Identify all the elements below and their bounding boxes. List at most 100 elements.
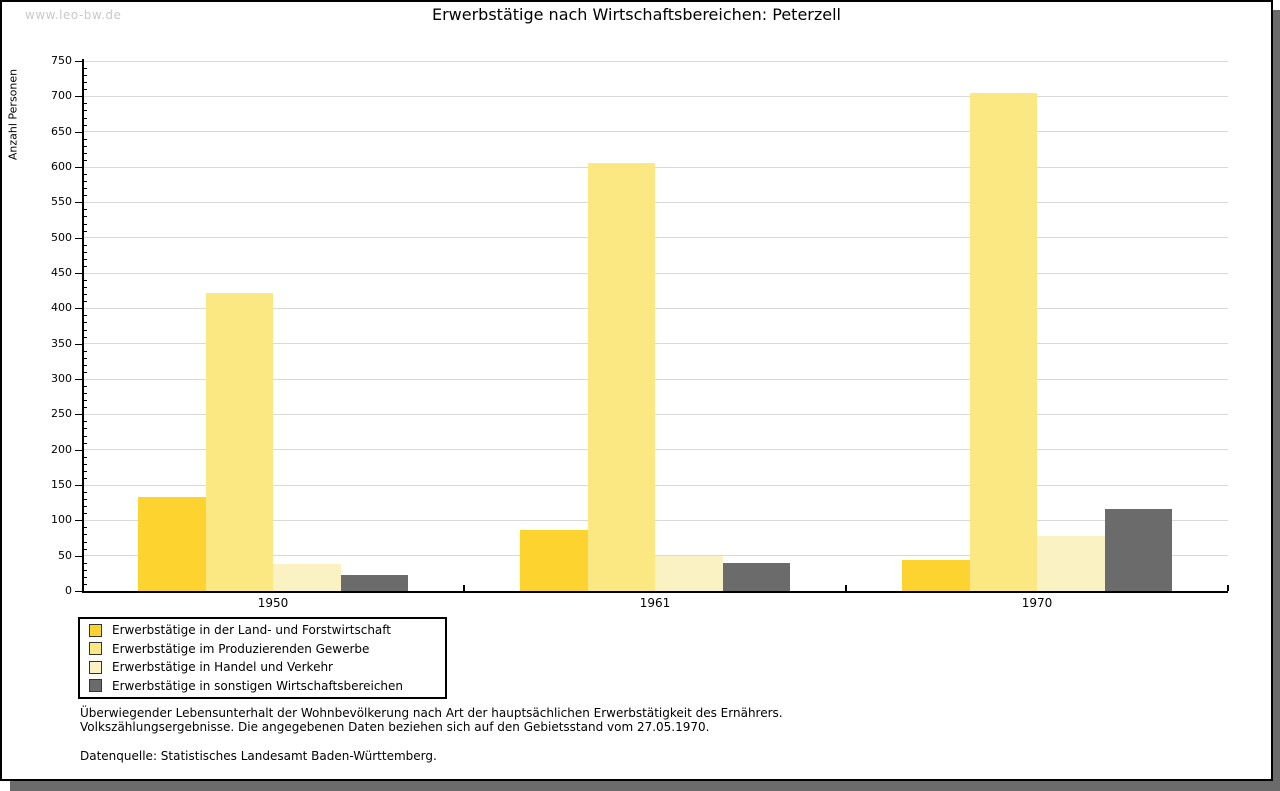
y-minor-tick (83, 159, 87, 161)
y-minor-tick (83, 103, 87, 105)
bar-1961-series-2 (587, 163, 656, 591)
y-major-tick (75, 379, 82, 380)
y-tick-label: 100 (51, 513, 72, 527)
y-minor-tick (83, 145, 87, 147)
y-major-tick (75, 520, 82, 522)
y-tick-label: 600 (51, 160, 72, 173)
legend-swatch (89, 660, 102, 674)
y-minor-tick (83, 386, 87, 388)
y-major-tick (75, 555, 82, 557)
watermark: www.leo-bw.de (25, 8, 122, 22)
legend: Erwerbstätige in der Land- und Forstwirt… (78, 617, 447, 699)
y-major-tick (75, 485, 82, 486)
y-minor-tick (83, 124, 87, 126)
y-minor-tick (83, 82, 87, 84)
page-drop-shadow-bottom (10, 781, 1273, 791)
y-minor-tick (83, 442, 87, 444)
bar-1961-series-3 (655, 555, 723, 591)
y-minor-tick (83, 513, 87, 515)
y-minor-tick (83, 265, 87, 267)
y-minor-tick (83, 371, 87, 373)
y-minor-tick (83, 181, 87, 183)
y-minor-tick (83, 400, 87, 402)
x-boundary-tick (463, 585, 465, 591)
x-boundary-tick (845, 585, 847, 591)
y-tick-label: 450 (51, 266, 72, 279)
y-tick-label: 400 (51, 301, 72, 315)
y-tick-label: 250 (51, 407, 72, 421)
y-axis-line (82, 59, 84, 592)
data-source-note: Datenquelle: Statistisches Landesamt Bad… (80, 749, 437, 763)
y-minor-tick (83, 209, 87, 211)
y-minor-tick (83, 583, 87, 585)
y-tick-label: 50 (58, 548, 72, 562)
y-minor-tick (83, 301, 87, 303)
y-minor-tick (83, 315, 87, 317)
y-minor-tick (83, 456, 87, 458)
y-minor-tick (83, 428, 87, 430)
bar-1970-series-2 (969, 92, 1038, 591)
y-major-tick (75, 273, 82, 274)
bar-1961-series-4 (722, 562, 791, 591)
y-tick-label: 750 (51, 54, 72, 67)
legend-label: Erwerbstätige im Produzierenden Gewerbe (112, 641, 370, 656)
y-minor-tick (83, 477, 87, 479)
footnote: Überwiegender Lebensunterhalt der Wohnbe… (80, 706, 783, 734)
y-tick-label: 0 (65, 584, 72, 597)
legend-item: Erwerbstätige in Handel und Verkehr (89, 658, 445, 677)
bar-1950-series-4 (340, 574, 409, 591)
gridline (82, 95, 1228, 97)
y-minor-tick (83, 329, 87, 331)
bar-1970-series-3 (1037, 535, 1105, 591)
y-minor-tick (83, 357, 87, 359)
y-minor-tick (83, 421, 87, 423)
y-minor-tick (83, 251, 87, 253)
bar-1961-series-1 (520, 529, 588, 591)
y-minor-tick (83, 216, 87, 218)
y-minor-tick (83, 195, 87, 197)
legend-label: Erwerbstätige in der Land- und Forstwirt… (112, 623, 391, 638)
y-tick-label: 350 (51, 336, 72, 350)
legend-item: Erwerbstätige in sonstigen Wirtschaftsbe… (89, 677, 445, 696)
y-minor-tick (83, 152, 87, 154)
x-tick-label: 1961 (639, 596, 671, 610)
y-tick-label: 650 (51, 124, 72, 138)
y-tick-label: 700 (51, 89, 72, 103)
y-minor-tick (83, 435, 87, 437)
y-minor-tick (83, 117, 87, 119)
chart-title: Erwerbstätige nach Wirtschaftsbereichen:… (431, 5, 841, 24)
y-minor-tick (83, 89, 87, 91)
y-tick-label: 500 (51, 230, 72, 244)
y-major-tick (75, 449, 82, 451)
y-minor-tick (83, 287, 87, 289)
y-minor-tick (83, 322, 87, 324)
legend-label: Erwerbstätige in Handel und Verkehr (112, 660, 333, 675)
footnote-line-1: Überwiegender Lebensunterhalt der Wohnbe… (80, 706, 783, 720)
y-minor-tick (83, 188, 87, 190)
legend-item: Erwerbstätige im Produzierenden Gewerbe (89, 640, 445, 659)
y-major-tick (75, 237, 82, 239)
y-minor-tick (83, 258, 87, 260)
y-minor-tick (83, 230, 87, 232)
y-minor-tick (83, 506, 87, 508)
y-minor-tick (83, 576, 87, 578)
y-minor-tick (83, 244, 87, 246)
legend-swatch (89, 623, 102, 637)
y-tick-label: 150 (51, 478, 72, 491)
bar-1970-series-4 (1104, 509, 1173, 591)
y-minor-tick (83, 492, 87, 494)
y-major-tick (75, 343, 82, 345)
y-major-tick (75, 131, 82, 133)
y-major-tick (75, 96, 82, 98)
y-minor-tick (83, 110, 87, 112)
y-minor-tick (83, 280, 87, 282)
y-major-tick (75, 61, 82, 62)
y-minor-tick (83, 393, 87, 395)
y-minor-tick (83, 562, 87, 564)
y-major-tick (75, 202, 82, 204)
legend-swatch (89, 642, 102, 656)
gridline (82, 60, 1228, 62)
x-tick-label: 1950 (257, 596, 289, 610)
y-major-tick (75, 308, 82, 310)
legend-item: Erwerbstätige in der Land- und Forstwirt… (89, 621, 445, 640)
